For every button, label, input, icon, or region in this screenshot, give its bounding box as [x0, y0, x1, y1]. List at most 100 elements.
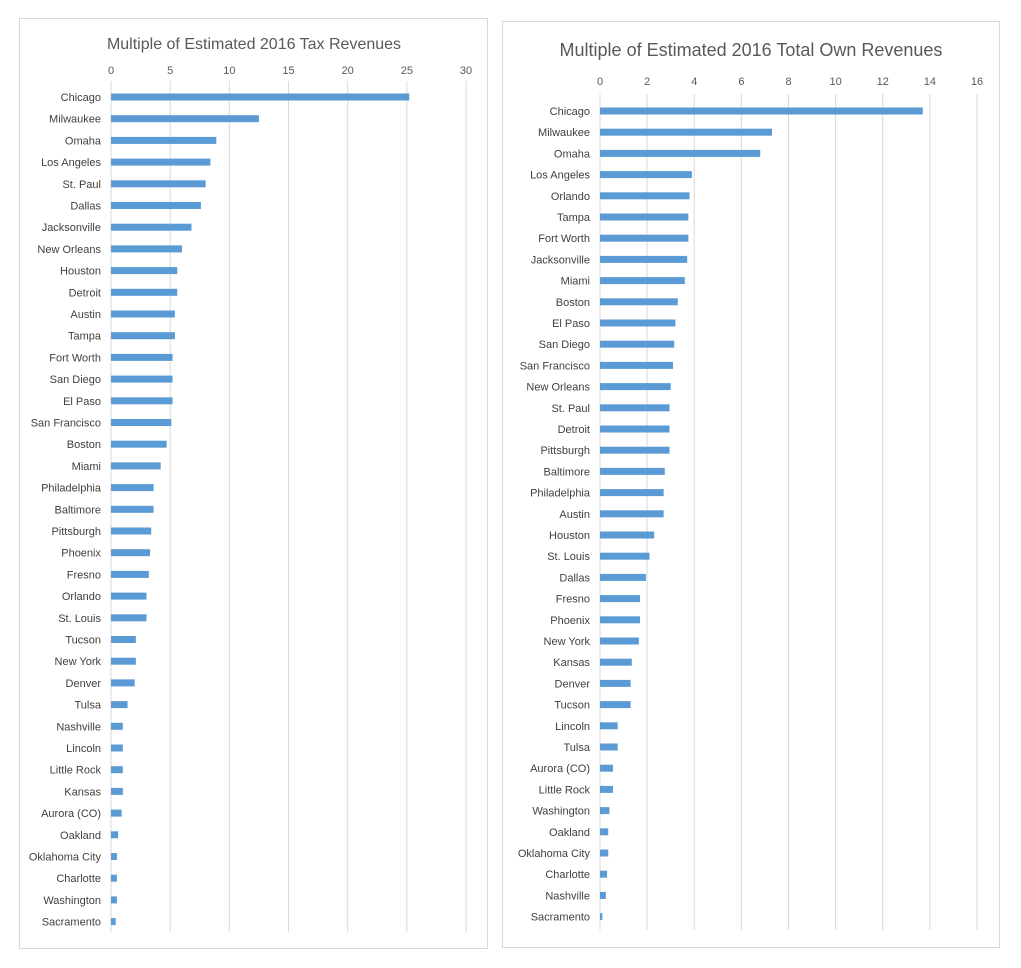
bar [600, 616, 641, 624]
bar [111, 896, 117, 904]
category-label: Detroit [558, 424, 590, 436]
bar [600, 764, 613, 772]
category-label: El Paso [63, 396, 101, 408]
category-label: New York [544, 636, 591, 648]
category-label: Oklahoma City [518, 848, 591, 860]
x-tick-label: 25 [401, 65, 413, 77]
category-label: St. Paul [551, 403, 590, 415]
bar [600, 383, 671, 391]
bar [111, 419, 172, 426]
bar [111, 636, 136, 643]
bar [111, 158, 211, 166]
bar [111, 918, 116, 926]
category-label: Fort Worth [49, 352, 101, 364]
bar [111, 267, 178, 275]
category-label: Oakland [60, 830, 101, 842]
category-label: Kansas [553, 657, 590, 669]
bar [111, 353, 173, 361]
category-label: Baltimore [544, 466, 590, 478]
bar-chart-total-own-revenues: Multiple of Estimated 2016 Total Own Rev… [518, 40, 983, 930]
category-label: Houston [549, 530, 590, 542]
bar [600, 849, 609, 857]
bar [600, 891, 606, 899]
category-label: Denver [66, 678, 102, 690]
bar [111, 484, 154, 492]
chart-panel-tax-revenues: Multiple of Estimated 2016 Tax Revenues … [19, 18, 488, 949]
bar [111, 809, 122, 817]
category-label: Boston [556, 297, 590, 309]
bar [111, 136, 217, 144]
bar [111, 874, 117, 882]
x-tick-label: 0 [108, 65, 114, 77]
bars [600, 107, 923, 921]
bar [111, 397, 173, 405]
bar [111, 462, 161, 470]
category-label: Tampa [68, 331, 102, 343]
bar [111, 570, 149, 578]
bar [600, 277, 685, 285]
category-label: Chicago [61, 92, 101, 104]
x-tick-label: 10 [830, 76, 842, 88]
bar [600, 404, 670, 412]
x-tick-label: 6 [738, 76, 744, 88]
category-label: Jacksonville [42, 222, 101, 234]
category-label: Tulsa [75, 700, 102, 712]
bar [600, 255, 688, 263]
category-label: Omaha [554, 148, 591, 160]
category-label: Detroit [69, 287, 101, 299]
bar [600, 743, 618, 751]
x-tick-label: 14 [924, 76, 936, 88]
category-label: San Diego [539, 339, 590, 351]
category-label: Nashville [545, 890, 590, 902]
bar [111, 115, 259, 123]
category-label: San Francisco [31, 418, 101, 430]
category-label: Lincoln [555, 721, 590, 733]
x-tick-label: 2 [644, 76, 650, 88]
category-label: St. Louis [58, 613, 101, 625]
bar [600, 870, 608, 878]
x-tick-label: 0 [597, 76, 603, 88]
bar [111, 701, 128, 709]
category-label: Little Rock [539, 784, 591, 796]
category-label: Washington [43, 895, 101, 907]
x-axis-ticks: 0 5 10 15 20 25 30 [108, 65, 472, 77]
category-label: St. Paul [62, 179, 101, 191]
bar [600, 340, 675, 348]
bar [111, 549, 151, 557]
bar [111, 310, 175, 318]
category-label: Philadelphia [41, 483, 102, 495]
bar [600, 489, 664, 497]
category-label: Fresno [556, 594, 590, 606]
bar-chart-tax-revenues: Multiple of Estimated 2016 Tax Revenues … [29, 36, 472, 932]
bar [600, 679, 631, 687]
category-label: Pittsburgh [51, 526, 101, 538]
x-tick-label: 20 [342, 65, 354, 77]
chart-title: Multiple of Estimated 2016 Tax Revenues [107, 36, 401, 53]
bar [600, 637, 639, 645]
bar [111, 722, 123, 730]
category-label: El Paso [552, 318, 590, 330]
bar [111, 853, 117, 860]
bar [111, 744, 123, 752]
category-label: Tucson [554, 700, 590, 712]
bar [600, 701, 631, 709]
bar [600, 425, 670, 433]
bar [111, 657, 136, 665]
category-label: New Orleans [37, 244, 101, 256]
category-label: Phoenix [550, 615, 590, 627]
category-label: Little Rock [50, 765, 102, 777]
category-label: Dallas [70, 201, 101, 213]
chart-title: Multiple of Estimated 2016 Total Own Rev… [560, 40, 943, 60]
category-label: Omaha [65, 135, 102, 147]
category-label: Philadelphia [530, 488, 591, 500]
category-label: Miami [561, 276, 590, 288]
category-label: Nashville [56, 721, 101, 733]
category-label: San Diego [50, 374, 101, 386]
category-label: San Francisco [520, 360, 590, 372]
category-label: Los Angeles [530, 170, 590, 182]
bar [111, 831, 119, 839]
bar [111, 202, 201, 209]
bar [111, 505, 154, 513]
bar [600, 319, 676, 327]
bar [600, 807, 610, 815]
